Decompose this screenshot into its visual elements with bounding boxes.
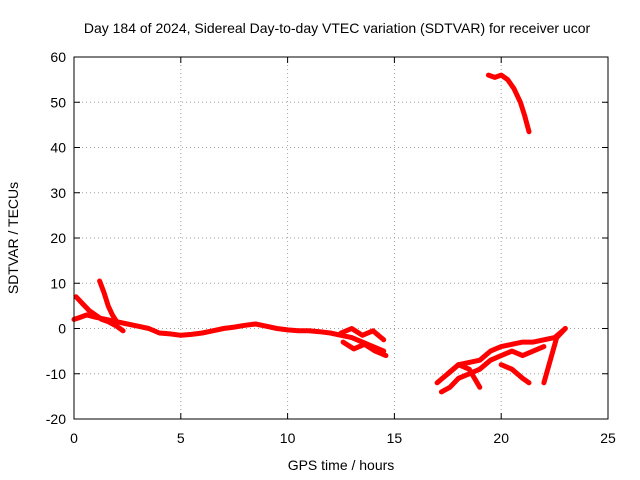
series-line-evening-arc-3 bbox=[445, 362, 483, 390]
grid-layer bbox=[74, 57, 608, 419]
y-tick-label: -10 bbox=[46, 366, 66, 382]
y-tick-label: 0 bbox=[58, 321, 66, 337]
tick-layer: 0 5 10 15 20 25 -20 -10 0 10 20 30 40 50 60 bbox=[46, 49, 616, 446]
x-tick-label: 20 bbox=[493, 430, 509, 446]
x-axis-title: GPS time / hours bbox=[288, 457, 395, 473]
series-layer bbox=[71, 72, 568, 395]
series-line-late-rise bbox=[541, 326, 568, 386]
x-tick-label: 15 bbox=[387, 430, 403, 446]
y-tick-label: 40 bbox=[50, 140, 66, 156]
y-tick-label: 60 bbox=[50, 49, 66, 65]
series-line-late-noise-lower bbox=[340, 339, 389, 359]
x-tick-label: 25 bbox=[600, 430, 616, 446]
series-line-early-spike bbox=[97, 278, 120, 325]
series-line-main-arc bbox=[71, 312, 387, 354]
series-line-early-descent bbox=[73, 294, 126, 334]
y-tick-label: 20 bbox=[50, 230, 66, 246]
y-tick-label: 50 bbox=[50, 94, 66, 110]
x-tick-label: 0 bbox=[70, 430, 78, 446]
y-tick-label: 30 bbox=[50, 185, 66, 201]
series-line-high-arc bbox=[485, 72, 532, 135]
y-tick-label: -20 bbox=[46, 411, 66, 427]
chart-title: Day 184 of 2024, Sidereal Day-to-day VTE… bbox=[84, 20, 591, 36]
x-tick-label: 10 bbox=[280, 430, 296, 446]
y-axis-title: SDTVAR / TECUs bbox=[5, 182, 21, 294]
x-tick-label: 5 bbox=[177, 430, 185, 446]
series-line-evening-dip bbox=[498, 362, 532, 386]
y-tick-label: 10 bbox=[50, 275, 66, 291]
series-line-evening-arc-2 bbox=[438, 344, 547, 395]
series-line-late-noise-upper bbox=[338, 326, 387, 343]
